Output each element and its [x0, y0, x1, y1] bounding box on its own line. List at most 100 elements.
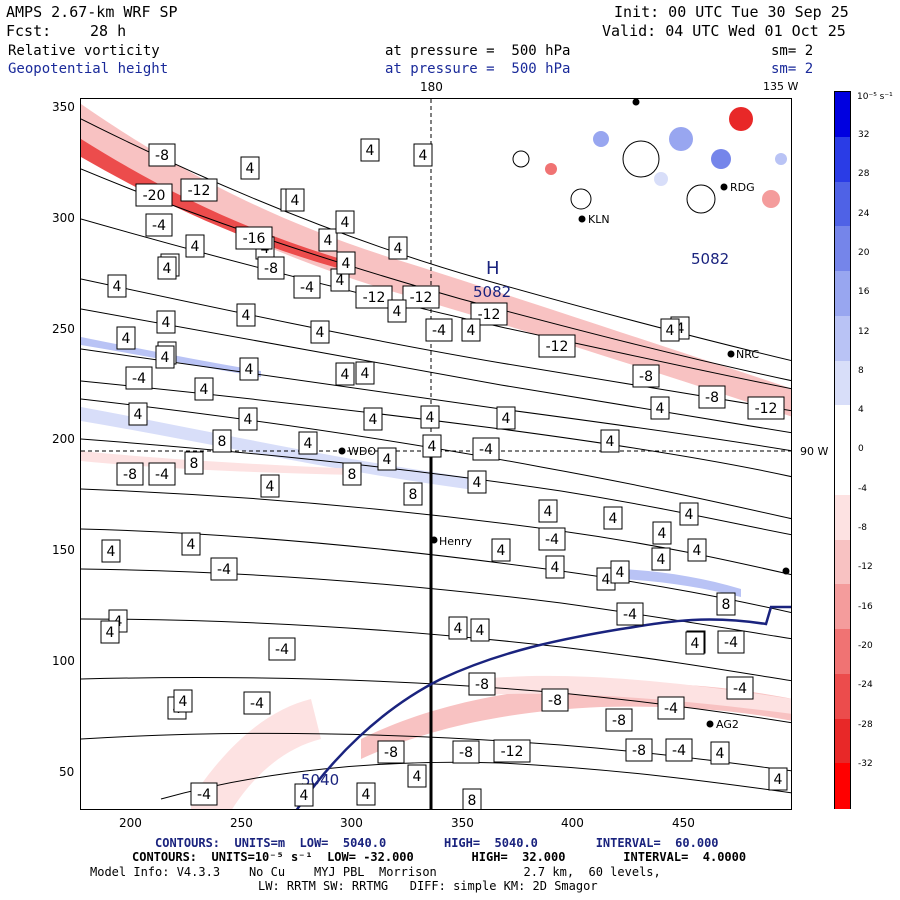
- contour-label-box: [448, 616, 468, 640]
- contour-label-box: [257, 256, 285, 280]
- contour-label-box: [148, 143, 176, 167]
- contour-label-text: 4: [394, 241, 403, 257]
- contour-label-box: [710, 741, 730, 765]
- vorticity-map: RDG KLN NRC WDO Henry AG2 H 5082 5082 50…: [81, 99, 791, 809]
- contour-label-text: -4: [479, 442, 493, 458]
- contour-label: 4: [285, 188, 305, 212]
- contour-label-box: [260, 474, 280, 498]
- station-henry: Henry: [439, 535, 473, 548]
- contour-label: -12: [355, 285, 393, 309]
- station-nrc: NRC: [736, 348, 759, 361]
- contour-label-box: [238, 407, 258, 431]
- contour-label-box: [651, 547, 671, 571]
- contour-label: 4: [335, 210, 355, 234]
- contour-label-text: 4: [369, 412, 378, 428]
- forecast-label: Fcst:: [6, 22, 52, 40]
- contour-label-text: 4: [324, 233, 333, 249]
- contour-label-box: [355, 361, 375, 385]
- colorbar-segment: [835, 181, 850, 227]
- contour-label-box: [145, 213, 173, 237]
- contour-label-box: [716, 592, 736, 616]
- contour-label: 4: [318, 228, 338, 252]
- contour-label-text: 4: [179, 694, 188, 710]
- contour-label-box: [377, 447, 397, 471]
- contour-label-box: [194, 377, 214, 401]
- contour-label-text: 8: [468, 793, 477, 809]
- vorticity-fill-red-sw: [191, 699, 321, 809]
- contour-label: 4: [101, 539, 121, 563]
- colorbar-label: 32: [858, 130, 870, 140]
- contour-label-text: -12: [501, 744, 524, 760]
- contour-label: -8: [698, 385, 726, 409]
- contour-label-text: 8: [409, 487, 418, 503]
- contour-label-text: -4: [275, 642, 289, 658]
- colorbar-segment: [835, 494, 850, 540]
- contour-label-text: -4: [724, 635, 738, 651]
- contour-label-box: [155, 345, 175, 369]
- contour-label-box: [293, 275, 321, 299]
- colorbar-label: 4: [858, 405, 864, 416]
- contour-label-box: [236, 303, 256, 327]
- init-time: Init: 00 UTC Tue 30 Sep 25: [614, 3, 849, 21]
- contour-label-text: 4: [473, 475, 482, 491]
- contour-label: 4: [545, 555, 565, 579]
- contour-label-box: [190, 782, 218, 806]
- contour-label: -4: [268, 637, 296, 661]
- contour-label-text: 4: [113, 279, 122, 295]
- contour-label-text: 4: [362, 787, 371, 803]
- contour-label: 4: [128, 402, 148, 426]
- contour-label: 4: [238, 407, 258, 431]
- colorbar-label: -28: [858, 719, 873, 730]
- contour-label-text: 4: [419, 148, 428, 164]
- colorbar-label: -12: [858, 562, 873, 573]
- contour-label-text: -4: [733, 681, 747, 697]
- contour-label: 4: [356, 782, 376, 806]
- contour-label-text: -4: [152, 218, 166, 234]
- contour-label: -4: [538, 527, 566, 551]
- contour-label-text: -8: [459, 745, 473, 761]
- contour-label-text: 4: [291, 193, 300, 209]
- contour-label-box: [360, 138, 380, 162]
- contour-label: -4: [665, 738, 693, 762]
- contour-label-text: -12: [478, 307, 501, 323]
- contour-label: -16: [235, 226, 273, 250]
- contour-label: -8: [468, 672, 496, 696]
- contour-label: 4: [387, 299, 407, 323]
- vorticity-noise-ne: [512, 107, 787, 214]
- contour-label: 4: [294, 783, 314, 807]
- contour-label: -4: [145, 213, 173, 237]
- map-plot-area: RDG KLN NRC WDO Henry AG2 H 5082 5082 50…: [80, 98, 792, 810]
- contour-label-text: -4: [197, 787, 211, 803]
- contour-label-box: [336, 251, 356, 275]
- contour-label: 4: [610, 560, 630, 584]
- field2-name: Geopotential height: [8, 61, 169, 77]
- contour-label: -8: [632, 364, 660, 388]
- contour-label-text: 4: [616, 565, 625, 581]
- station-rdg: RDG: [730, 181, 755, 194]
- contour-label-text: -8: [475, 677, 489, 693]
- colorbar-segment: [835, 584, 850, 630]
- contour-label-text: 4: [342, 256, 351, 272]
- contour-label-text: 4: [774, 772, 783, 788]
- contour-label-text: -20: [143, 188, 166, 204]
- colorbar-segment: [835, 673, 850, 719]
- contour-label: -20: [135, 183, 173, 207]
- contour-label: 4: [422, 434, 442, 458]
- colorbar-segment: [835, 92, 850, 138]
- contour-label-text: 4: [245, 362, 254, 378]
- contour-label-box: [657, 696, 685, 720]
- contour-label: -4: [472, 437, 500, 461]
- contour-label-text: 4: [383, 452, 392, 468]
- contour-label-box: [128, 402, 148, 426]
- contour-label-text: -4: [432, 323, 446, 339]
- vorticity-fill-red-south-2: [481, 675, 791, 714]
- contour-label-text: 4: [476, 623, 485, 639]
- lon-label-180: 180: [420, 80, 443, 94]
- contour-label-box: [173, 689, 193, 713]
- contour-label-box: [377, 740, 405, 764]
- contour-label: 4: [603, 506, 623, 530]
- x-tick-300: 300: [340, 816, 363, 830]
- high-pressure-letter: H: [486, 258, 500, 279]
- contour-label: -4: [657, 696, 685, 720]
- contour-label-text: -4: [664, 701, 678, 717]
